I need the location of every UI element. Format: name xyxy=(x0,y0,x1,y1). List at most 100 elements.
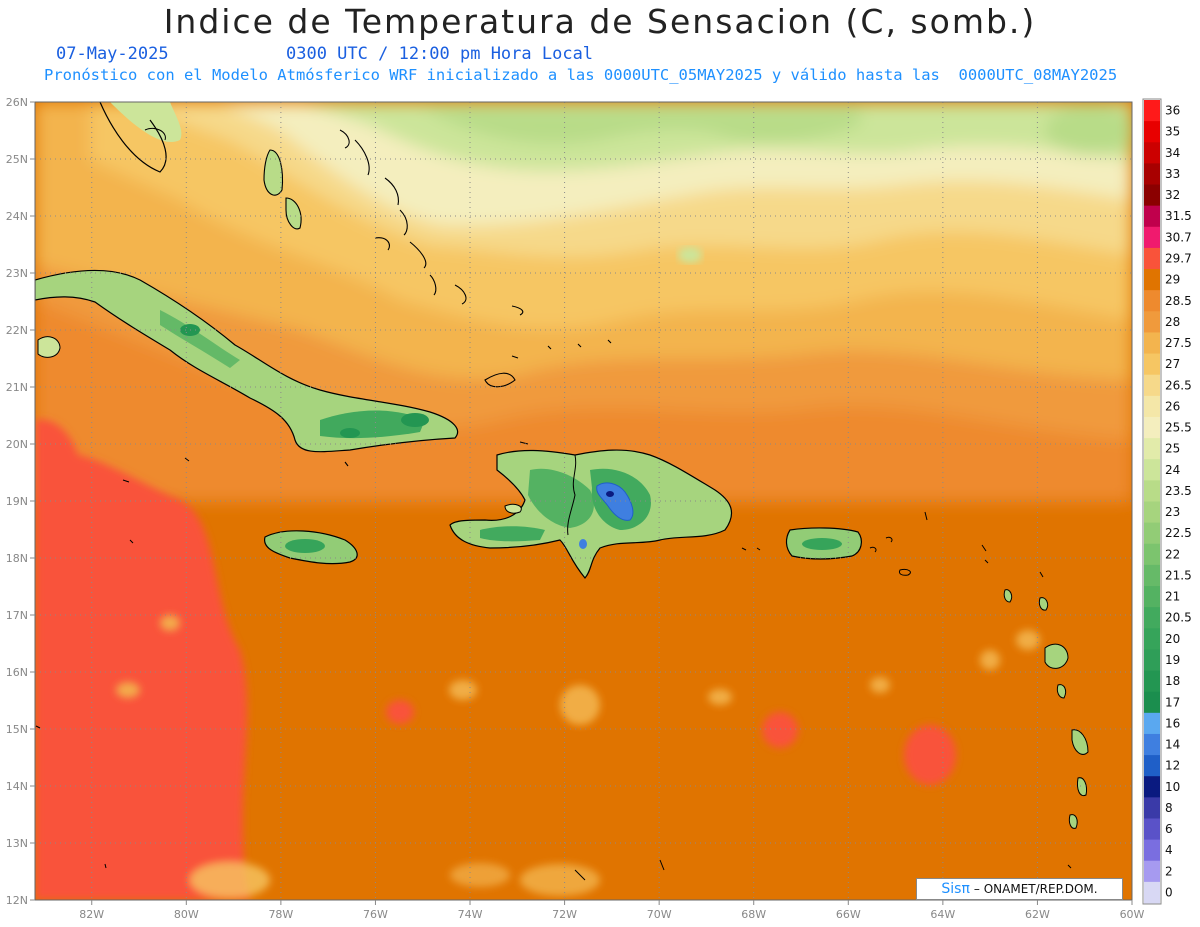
legend-swatch xyxy=(1144,818,1160,841)
legend-swatch xyxy=(1144,269,1160,291)
model-info: Pronóstico con el Modelo Atmósferico WRF… xyxy=(44,66,1118,84)
legend-label: 16 xyxy=(1165,716,1180,730)
legend-label: 33 xyxy=(1165,167,1180,181)
legend-swatch xyxy=(1144,691,1160,714)
legend-label: 21.5 xyxy=(1165,568,1192,582)
legend-swatch xyxy=(1144,776,1160,798)
legend-label: 17 xyxy=(1165,695,1180,709)
cuba xyxy=(35,269,459,453)
lat-tick-label: 12N xyxy=(6,894,28,907)
legend-label: 19 xyxy=(1165,653,1180,667)
map-field xyxy=(35,102,1132,900)
legend-label: 28 xyxy=(1165,315,1180,329)
legend-swatch xyxy=(1144,860,1160,883)
legend-label: 36 xyxy=(1165,104,1180,118)
lat-tick-label: 24N xyxy=(6,210,28,223)
legend-swatch xyxy=(1144,839,1160,862)
credit-text: – ONAMET/REP.DOM. xyxy=(973,882,1098,896)
cordillera-cold-core xyxy=(596,482,634,521)
legend-label: 20 xyxy=(1165,632,1180,646)
lat-tick-label: 18N xyxy=(6,552,28,565)
legend-label: 0 xyxy=(1165,885,1173,899)
legend-label: 25.5 xyxy=(1165,421,1192,435)
legend-swatch xyxy=(1144,184,1160,207)
lon-tick-label: 62W xyxy=(1025,908,1050,921)
color-legend: 363534333231.530.729.72928.52827.52726.5… xyxy=(1142,98,1192,905)
lat-tick-label: 13N xyxy=(6,837,28,850)
legend-label: 6 xyxy=(1165,822,1173,836)
legend-label: 30.7 xyxy=(1165,230,1192,244)
legend-swatch xyxy=(1144,564,1160,587)
legend-swatch xyxy=(1144,290,1160,312)
lat-tick-label: 16N xyxy=(6,666,28,679)
lon-tick-label: 82W xyxy=(79,908,104,921)
legend-swatch xyxy=(1144,332,1160,354)
lat-tick-label: 21N xyxy=(6,381,28,394)
legend-label: 14 xyxy=(1165,738,1180,752)
legend-swatch xyxy=(1144,797,1160,819)
legend-label: 26 xyxy=(1165,399,1180,413)
lat-tick-label: 20N xyxy=(6,438,28,451)
legend-label: 24 xyxy=(1165,463,1180,477)
legend-label: 32 xyxy=(1165,188,1180,202)
lat-tick-label: 14N xyxy=(6,780,28,793)
legend-swatch xyxy=(1144,586,1160,608)
legend-label: 22 xyxy=(1165,547,1180,561)
lon-tick-label: 72W xyxy=(552,908,577,921)
legend-swatch xyxy=(1144,712,1160,735)
legend-label: 4 xyxy=(1165,843,1173,857)
legend-label: 27 xyxy=(1165,357,1180,371)
legend-label: 2 xyxy=(1165,864,1173,878)
legend-label: 12 xyxy=(1165,759,1180,773)
sispi-logo: Sisπ xyxy=(941,881,970,897)
longitude-axis: 82W 80W 78W 76W 74W 72W 70W 68W 66W 64W 62W 60W xyxy=(79,900,1145,921)
legend-swatch xyxy=(1144,501,1160,524)
latitude-axis: 26N 25N 24N 23N 22N 21N 20N 19N 18N 17N 16N 15N 14N 1… xyxy=(6,96,35,907)
legend-swatch xyxy=(1144,438,1160,460)
legend-swatch xyxy=(1144,205,1160,228)
legend-label: 8 xyxy=(1165,801,1173,815)
legend-label: 31.5 xyxy=(1165,209,1192,223)
credit-box: Sisπ – ONAMET/REP.DOM. xyxy=(916,878,1123,900)
legend-swatch xyxy=(1144,670,1160,693)
legend-label: 29.7 xyxy=(1165,251,1192,265)
legend-label: 29 xyxy=(1165,273,1180,287)
legend-label: 20.5 xyxy=(1165,611,1192,625)
legend-label: 34 xyxy=(1165,146,1180,160)
lon-tick-label: 60W xyxy=(1120,908,1145,921)
legend-swatch xyxy=(1144,100,1160,122)
legend-swatch xyxy=(1144,649,1160,671)
legend-label: 25 xyxy=(1165,442,1180,456)
legend-swatch xyxy=(1144,121,1160,143)
lat-tick-label: 22N xyxy=(6,324,28,337)
lat-tick-label: 19N xyxy=(6,495,28,508)
legend-swatch xyxy=(1144,353,1160,376)
lon-tick-label: 76W xyxy=(363,908,388,921)
map-title: Indice de Temperatura de Sensacion (C, s… xyxy=(163,2,1037,41)
lon-tick-label: 68W xyxy=(741,908,766,921)
legend-label: 26.5 xyxy=(1165,378,1192,392)
legend-label: 27.5 xyxy=(1165,336,1192,350)
legend-swatch xyxy=(1144,522,1160,545)
forecast-time: 0300 UTC / 12:00 pm Hora Local xyxy=(286,44,594,64)
map-grid xyxy=(35,102,1132,900)
legend-swatch xyxy=(1144,226,1160,249)
legend-label: 28.5 xyxy=(1165,294,1192,308)
lon-tick-label: 74W xyxy=(458,908,483,921)
legend-swatch xyxy=(1144,881,1160,904)
legend-swatch xyxy=(1144,163,1160,185)
lon-tick-label: 78W xyxy=(268,908,293,921)
legend-label: 35 xyxy=(1165,125,1180,139)
legend-swatch xyxy=(1144,755,1160,777)
lat-tick-label: 23N xyxy=(6,267,28,280)
legend-swatch xyxy=(1144,628,1160,650)
forecast-date: 07-May-2025 xyxy=(56,44,169,64)
legend-swatch xyxy=(1144,733,1160,756)
legend-swatch xyxy=(1144,480,1160,502)
legend-swatch xyxy=(1144,311,1160,333)
lon-tick-label: 64W xyxy=(930,908,955,921)
lon-tick-label: 80W xyxy=(174,908,199,921)
legend-label: 18 xyxy=(1165,674,1180,688)
legend-swatch xyxy=(1144,247,1160,270)
